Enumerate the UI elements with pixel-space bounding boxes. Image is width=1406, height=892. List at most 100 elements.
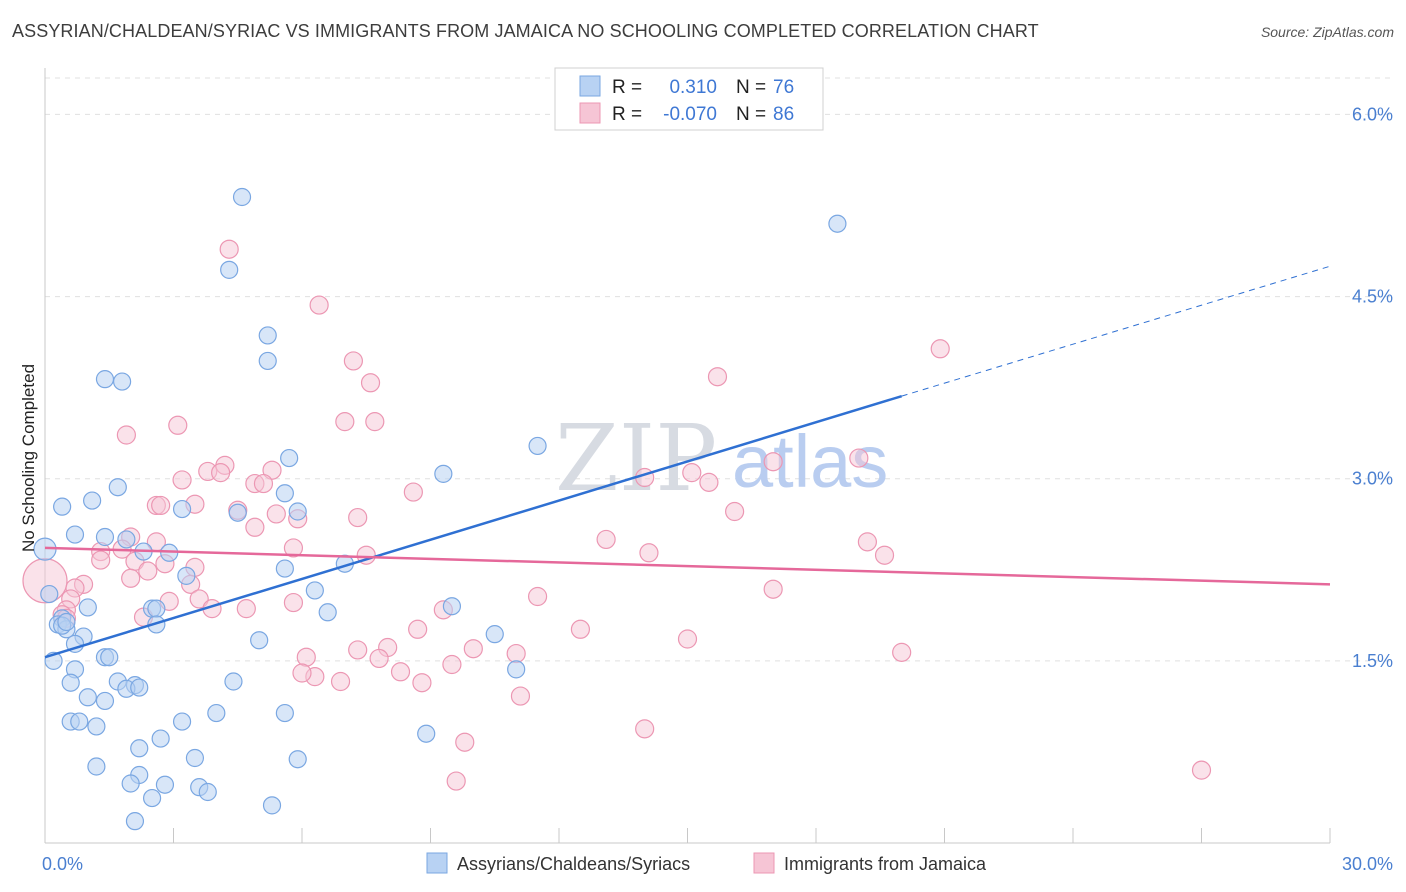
point-jamaica-25 — [151, 495, 171, 516]
point-assyrians-28 — [78, 598, 97, 617]
point-assyrians-0 — [232, 187, 252, 207]
point-jamaica-52 — [527, 586, 548, 607]
chart-title: ASSYRIAN/CHALDEAN/SYRIAC VS IMMIGRANTS F… — [12, 21, 1039, 41]
point-assyrians-65 — [87, 757, 106, 776]
point-assyrians-72 — [262, 796, 282, 815]
point-assyrians-46 — [61, 673, 80, 692]
point-jamaica-76 — [330, 671, 351, 692]
stats-blue-r-value: 0.310 — [669, 77, 717, 98]
point-assyrians-40 — [250, 631, 269, 650]
point-jamaica-74 — [390, 662, 411, 682]
y-tick-labels: 1.5% 3.0% 4.5% 6.0% — [1352, 104, 1393, 670]
point-jamaica-53 — [189, 589, 209, 609]
point-jamaica-21 — [403, 482, 423, 502]
point-assyrians-63 — [185, 748, 205, 768]
stats-pink-swatch — [579, 102, 601, 124]
point-assyrians-62 — [130, 739, 149, 758]
point-jamaica-7 — [365, 412, 385, 432]
point-assyrians-14 — [172, 499, 192, 519]
point-jamaica-65 — [677, 629, 698, 649]
point-assyrians-68 — [155, 775, 175, 794]
point-jamaica-51 — [763, 579, 783, 599]
point-assyrians-54 — [207, 703, 226, 723]
point-jamaica-78 — [510, 686, 531, 706]
stats-pink-n-value: 86 — [773, 104, 794, 125]
x-tick-label-max: 30.0% — [1342, 854, 1393, 874]
point-assyrians-10 — [108, 478, 127, 497]
point-jamaica-6 — [335, 412, 355, 432]
point-jamaica-69 — [892, 642, 912, 662]
point-jamaica-8 — [168, 415, 188, 435]
point-jamaica-46 — [138, 561, 158, 581]
point-assyrians-32 — [442, 597, 462, 616]
point-assyrians-6 — [112, 372, 132, 391]
stats-legend: R = 0.310 N = 76 R = -0.070 N = 86 — [554, 67, 824, 131]
point-assyrians-27 — [40, 584, 59, 604]
point-assyrians-75 — [57, 612, 76, 632]
point-jamaica-4 — [707, 367, 728, 387]
point-jamaica-34 — [596, 529, 616, 550]
point-assyrians-52 — [78, 688, 97, 707]
point-assyrians-58 — [172, 712, 192, 731]
point-jamaica-12 — [763, 452, 783, 472]
point-jamaica-1 — [309, 295, 329, 315]
point-jamaica-15 — [262, 460, 282, 480]
point-assyrians-1 — [828, 214, 847, 233]
point-jamaica-14 — [211, 463, 231, 483]
point-assyrians-9 — [434, 464, 453, 483]
point-assyrians-57 — [70, 712, 89, 731]
point-jamaica-55 — [283, 592, 304, 613]
point-jamaica-38 — [283, 538, 304, 558]
point-jamaica-72 — [369, 648, 389, 669]
trend-assyrians — [44, 394, 903, 659]
y-tick-label-3: 6.0% — [1352, 104, 1393, 124]
point-assyrians-70 — [198, 782, 217, 802]
point-jamaica-2 — [930, 339, 950, 359]
stats-pink-n-label: N = — [736, 104, 766, 125]
point-jamaica-31 — [245, 517, 265, 537]
point-jamaica-66 — [348, 640, 368, 660]
point-assyrians-26 — [305, 581, 324, 600]
point-jamaica-79 — [635, 719, 655, 739]
series-assyrians — [33, 187, 847, 831]
point-assyrians-61 — [417, 724, 436, 743]
point-assyrians-11 — [275, 484, 294, 503]
point-assyrians-7 — [528, 436, 547, 456]
point-jamaica-58 — [236, 599, 256, 619]
stats-pink-r-value: -0.070 — [663, 104, 717, 125]
point-jamaica-20 — [253, 473, 274, 494]
point-jamaica-17 — [682, 463, 702, 483]
legend-assyrians-label: Assyrians/Chaldeans/Syriacs — [457, 854, 690, 874]
point-assyrians-71 — [142, 788, 162, 808]
point-jamaica-73 — [442, 654, 462, 675]
point-jamaica-18 — [172, 470, 192, 490]
x-tick-labels: 0.0% 30.0% — [42, 854, 1393, 874]
point-jamaica-0 — [219, 239, 239, 259]
point-assyrians-12 — [83, 491, 102, 510]
point-assyrians-30 — [147, 599, 166, 618]
watermark: ZIP atlas — [555, 405, 888, 512]
x-tick-label-min: 0.0% — [42, 854, 83, 874]
point-assyrians-67 — [121, 774, 140, 793]
point-assyrians-45 — [507, 660, 526, 679]
point-assyrians-59 — [87, 717, 106, 736]
point-assyrians-13 — [53, 497, 72, 516]
point-jamaica-22 — [699, 472, 719, 492]
source-credit: Source: ZipAtlas.com — [1260, 24, 1394, 40]
point-jamaica-35 — [857, 532, 878, 552]
stats-blue-swatch — [579, 75, 601, 97]
point-jamaica-3 — [343, 351, 363, 371]
point-jamaica-40 — [874, 545, 895, 565]
point-jamaica-77 — [412, 673, 432, 693]
stats-blue-r-label: R = — [612, 77, 642, 98]
point-jamaica-67 — [463, 639, 483, 659]
point-assyrians-16 — [288, 502, 307, 521]
point-jamaica-43 — [91, 550, 111, 570]
bottom-legend: Assyrians/Chaldeans/Syriacs Immigrants f… — [426, 852, 987, 874]
point-jamaica-9 — [116, 425, 136, 445]
point-assyrians-25 — [275, 559, 294, 578]
legend-jamaica-swatch — [753, 852, 775, 874]
point-assyrians-5 — [95, 370, 115, 389]
stats-blue-n-value: 76 — [773, 77, 794, 98]
